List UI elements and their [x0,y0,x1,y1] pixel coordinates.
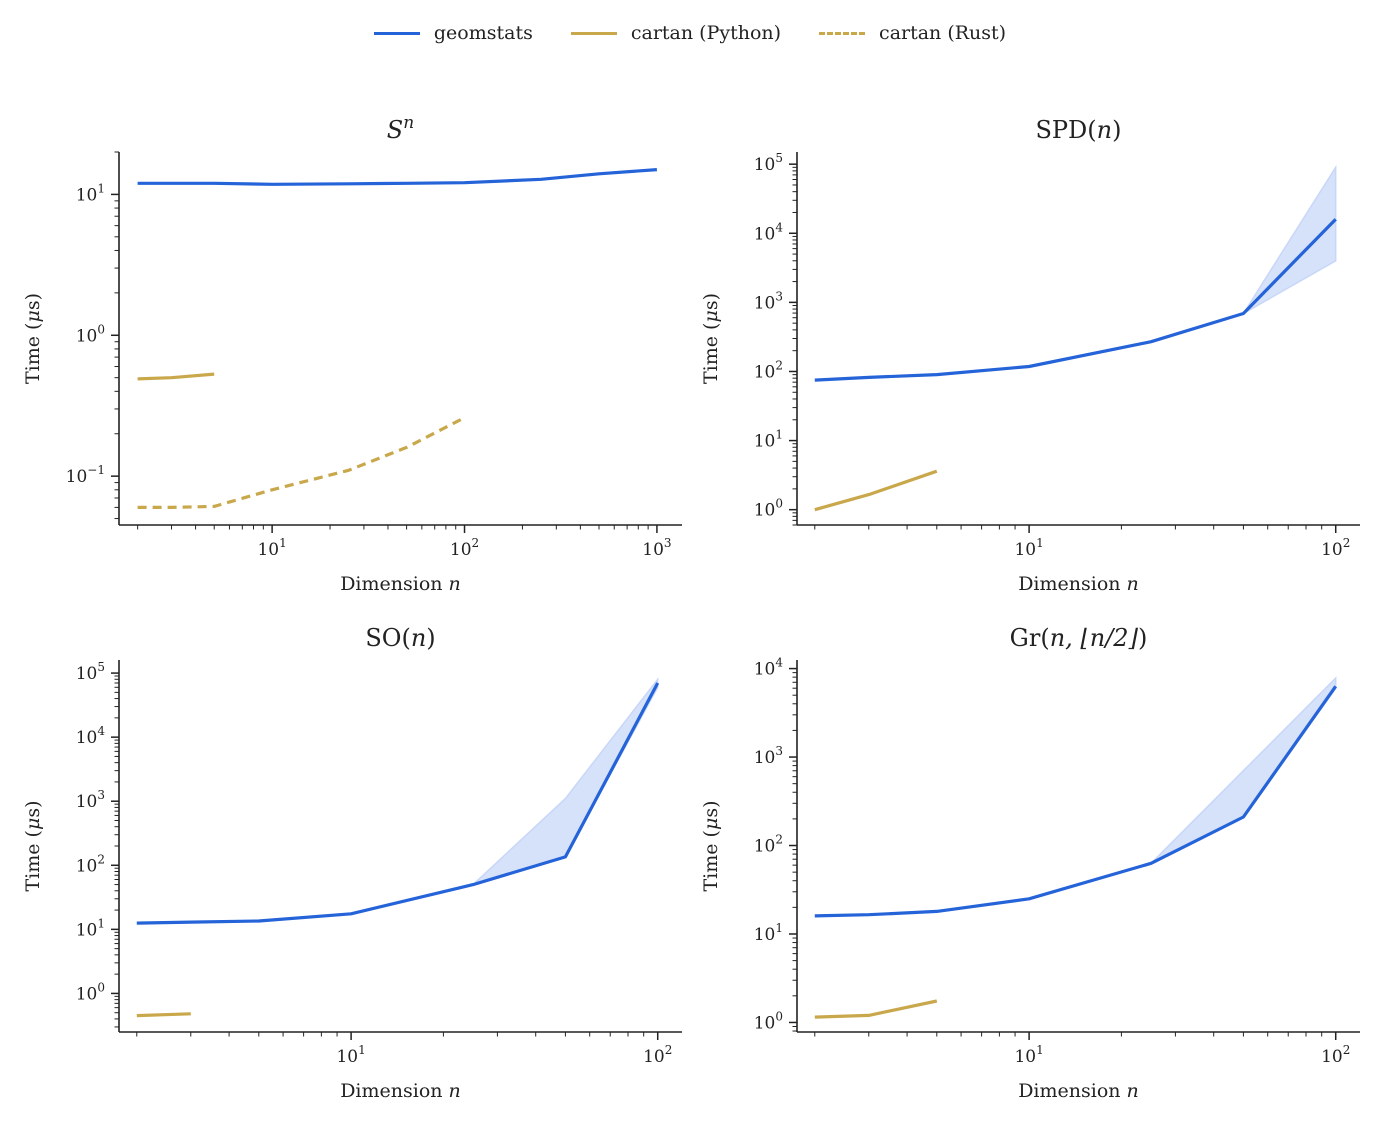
x-tick-label: 103 [642,536,671,560]
x-tick-label: 101 [336,1043,365,1067]
y-tick-label: 101 [754,921,783,945]
x-tick-label: 102 [643,1043,672,1067]
y-tick-label: 100 [754,497,783,521]
panel-title: SPD(n) [1035,116,1121,144]
legend-label-cartan-python: cartan (Python) [630,22,782,44]
y-tick-label: 104 [754,220,784,244]
series-line-cartan-python [814,999,938,1019]
panel-title: Sn [387,113,414,144]
series-line-geomstats [136,682,660,925]
y-tick-label: 104 [76,724,106,748]
series-line-geomstats [814,685,1338,918]
y-tick-label: 105 [754,151,783,175]
series-line-cartan-python [814,469,938,512]
legend-item-geomstats: geomstats [373,22,533,44]
x-tick-label: 102 [1321,536,1350,560]
confidence-band-geomstats [136,677,659,924]
y-tick-label: 103 [754,744,783,768]
legend: geomstats cartan (Python) cartan (Rust) [0,22,1380,44]
plot-area [814,676,1338,1019]
chart-panel-0: Sn 101 102 103 10−1 100 101 Dimension n Time (μs… [22,113,682,595]
series-line-cartan-python [137,372,215,381]
chart-panel-1: SPD(n) 101 102 100 101 102 103 104 105 Dimension … [700,116,1360,595]
y-tick-label: 100 [754,1009,783,1033]
y-tick-label: 100 [76,980,105,1004]
plot-area [814,164,1337,512]
chart-panel-2: SO(n) 101 102 100 101 102 103 104 105 Dimension n… [22,624,682,1102]
legend-swatch-geomstats [373,31,420,35]
panel-title: Gr(n, ⌊n/2⌋) [1010,624,1148,652]
y-axis-label: Time (μs) [22,801,44,892]
y-tick-label: 10−1 [66,463,105,487]
y-axis-label: Time (μs) [22,293,44,384]
confidence-band-geomstats [814,164,1337,381]
x-tick-label: 102 [450,536,479,560]
legend-swatch-cartan-rust [819,31,866,35]
y-tick-label: 102 [754,833,783,857]
chart-panel-3: Gr(n, ⌊n/2⌋) 101 102 100 101 102 103 104 Dimensi… [700,624,1360,1102]
legend-item-cartan-python: cartan (Python) [570,22,782,44]
x-tick-label: 101 [1014,536,1043,560]
x-axis-label: Dimension n [1018,1080,1139,1102]
plot-area [136,677,660,1018]
y-tick-label: 103 [754,289,783,313]
legend-label-geomstats: geomstats [433,22,533,44]
series-line-geomstats [814,218,1337,382]
series-line-geomstats [137,168,658,186]
y-tick-label: 104 [754,656,784,680]
y-tick-label: 101 [754,428,783,452]
y-tick-label: 102 [754,358,783,382]
y-axis-label: Time (μs) [700,801,722,892]
y-tick-label: 101 [76,181,105,205]
x-tick-label: 102 [1321,1043,1350,1067]
x-axis-label: Dimension n [340,573,461,595]
y-tick-label: 100 [76,322,105,346]
legend-label-cartan-rust: cartan (Rust) [879,22,1007,44]
x-tick-label: 101 [1014,1043,1043,1067]
legend-swatch-cartan-python [570,31,617,35]
series-line-cartan-rust [137,416,466,509]
y-tick-label: 102 [76,852,105,876]
x-axis-label: Dimension n [1018,573,1139,595]
panel-title: SO(n) [365,624,435,652]
y-tick-label: 101 [76,916,105,940]
series-line-cartan-python [136,1012,191,1018]
y-tick-label: 103 [76,788,105,812]
x-axis-label: Dimension n [340,1080,461,1102]
y-tick-label: 105 [76,660,105,684]
x-tick-label: 101 [257,536,286,560]
plot-area [137,168,658,509]
legend-item-cartan-rust: cartan (Rust) [819,22,1006,44]
y-axis-label: Time (μs) [700,293,722,384]
